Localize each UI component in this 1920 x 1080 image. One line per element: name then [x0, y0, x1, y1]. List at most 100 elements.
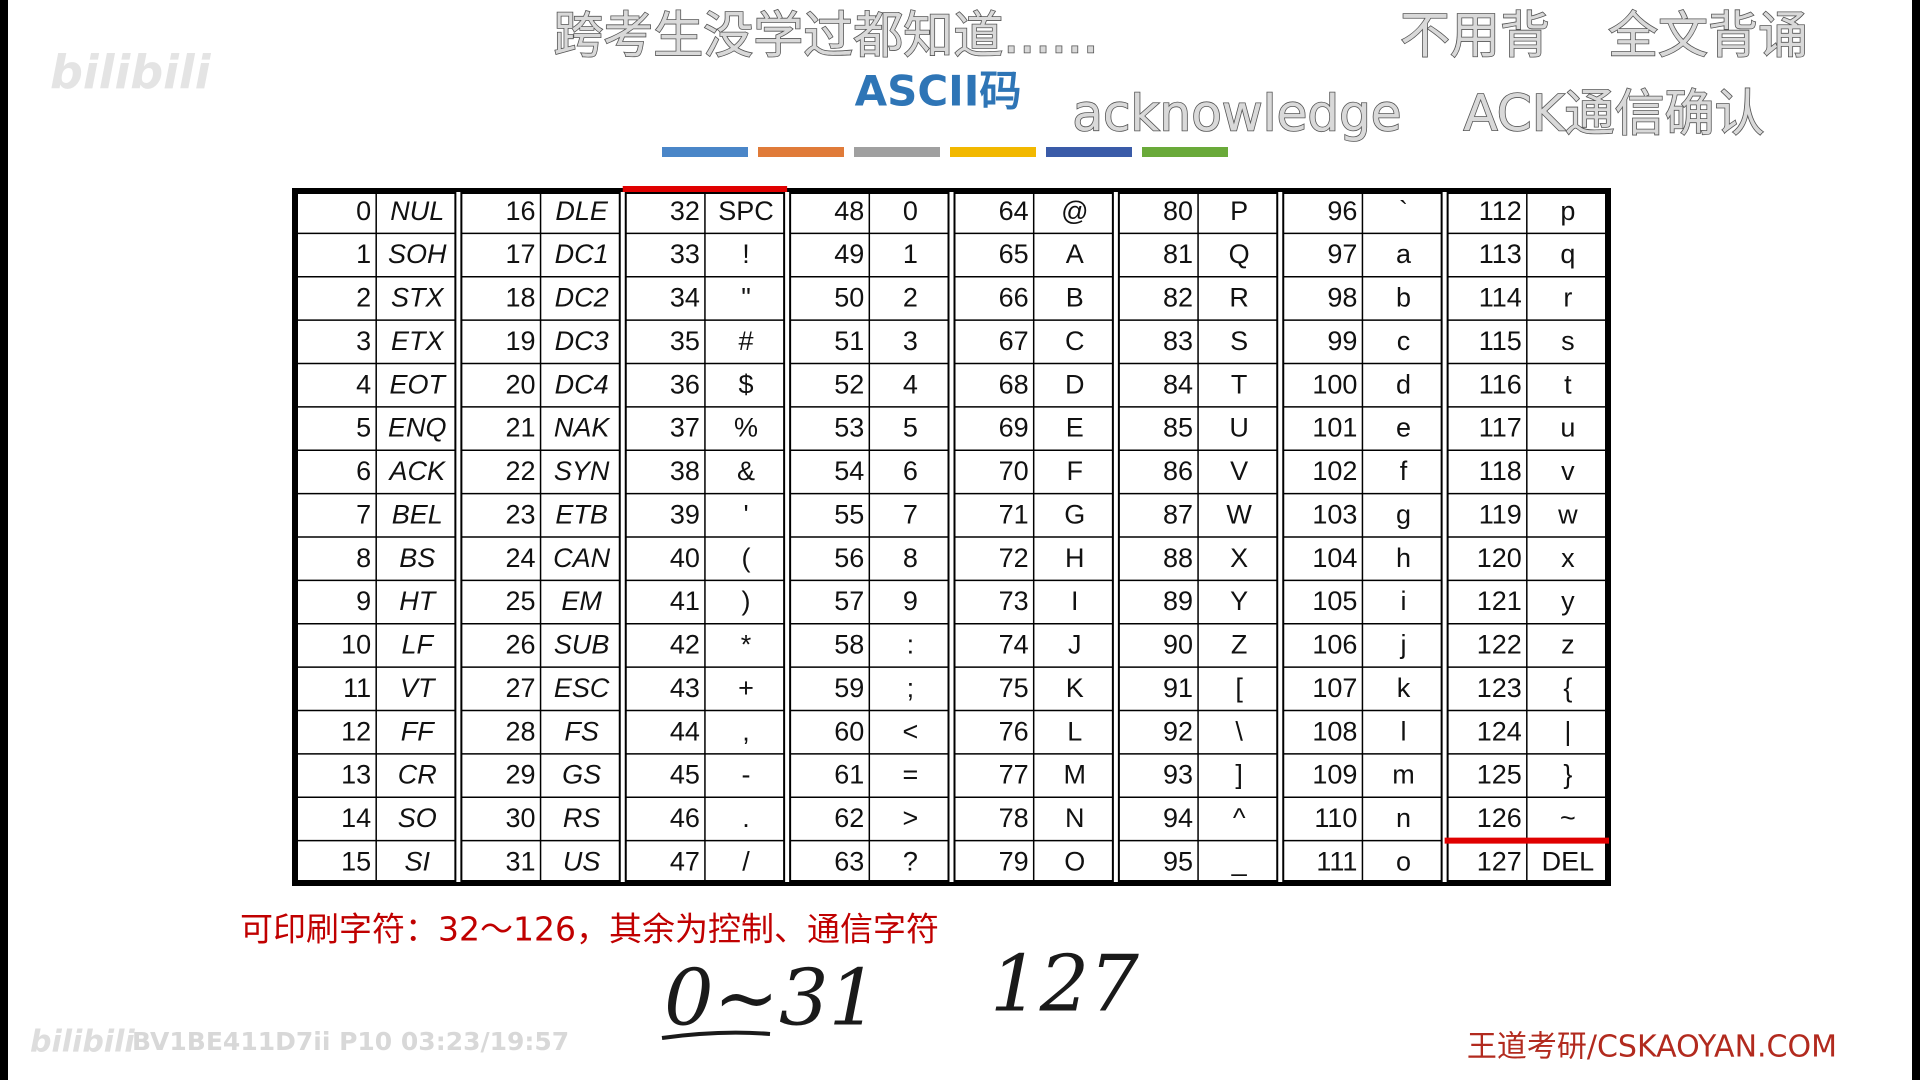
- code-cell: 37: [670, 413, 700, 443]
- code-cell: 73: [999, 586, 1029, 616]
- code-cell: 62: [834, 803, 864, 833]
- char-cell: #: [739, 326, 754, 356]
- code-cell: 2: [356, 283, 371, 313]
- table-border: [292, 188, 1611, 886]
- char-cell: :: [907, 630, 915, 660]
- char-cell: 1: [903, 239, 918, 269]
- char-cell: v: [1561, 456, 1575, 486]
- char-cell: z: [1561, 630, 1575, 660]
- char-cell: LF: [402, 630, 435, 660]
- code-cell: 65: [999, 239, 1029, 269]
- char-cell: ": [741, 283, 751, 313]
- code-cell: 101: [1312, 413, 1357, 443]
- code-cell: 79: [999, 846, 1029, 876]
- code-cell: 20: [506, 369, 536, 399]
- char-cell: @: [1061, 196, 1088, 226]
- char-cell: 0: [903, 196, 918, 226]
- subtitle-term: acknowledge: [1072, 85, 1401, 143]
- char-cell: C: [1065, 326, 1085, 356]
- char-cell: RS: [563, 803, 601, 833]
- code-cell: 8: [356, 543, 371, 573]
- code-cell: 50: [834, 283, 864, 313]
- code-cell: 93: [1163, 760, 1193, 790]
- code-cell: 84: [1163, 369, 1193, 399]
- char-cell: *: [741, 630, 752, 660]
- char-cell: <: [903, 716, 919, 746]
- code-cell: 111: [1316, 846, 1357, 876]
- char-cell: [: [1235, 673, 1243, 703]
- char-cell: 5: [903, 413, 918, 443]
- char-cell: g: [1396, 499, 1411, 529]
- char-cell: ;: [907, 673, 915, 703]
- char-cell: P: [1230, 196, 1248, 226]
- code-cell: 60: [834, 716, 864, 746]
- code-cell: 40: [670, 543, 700, 573]
- code-cell: 49: [834, 239, 864, 269]
- code-cell: 105: [1312, 586, 1357, 616]
- footer: 王道考研/CSKAOYAN.COM: [1467, 1030, 1837, 1065]
- char-cell: J: [1068, 630, 1082, 660]
- code-cell: 54: [834, 456, 864, 486]
- handwriting: 0~31: [664, 954, 878, 1044]
- char-cell: E: [1066, 413, 1084, 443]
- code-cell: 33: [670, 239, 700, 269]
- code-cell: 29: [506, 760, 536, 790]
- code-cell: 31: [506, 846, 536, 876]
- char-cell: ]: [1235, 760, 1243, 790]
- char-cell: }: [1563, 760, 1572, 790]
- code-cell: 0: [356, 196, 371, 226]
- code-cell: 91: [1163, 673, 1193, 703]
- char-cell: e: [1396, 413, 1411, 443]
- watermark-logo: bilibili: [50, 46, 212, 100]
- code-cell: 85: [1163, 413, 1193, 443]
- char-cell: i: [1401, 586, 1407, 616]
- code-cell: 5: [356, 413, 371, 443]
- code-cell: 126: [1477, 803, 1522, 833]
- code-cell: 41: [670, 586, 700, 616]
- char-cell: b: [1396, 283, 1411, 313]
- subtitle-hint: 不用背: [1400, 7, 1550, 65]
- char-cell: 7: [903, 499, 918, 529]
- handwriting: 127: [990, 940, 1139, 1030]
- char-cell: k: [1397, 673, 1411, 703]
- char-cell: W: [1226, 499, 1252, 529]
- char-cell: SYN: [554, 456, 610, 486]
- code-cell: 82: [1163, 283, 1193, 313]
- char-cell: ETX: [391, 326, 445, 356]
- code-cell: 124: [1477, 716, 1522, 746]
- char-cell: X: [1230, 543, 1248, 573]
- code-cell: 77: [999, 760, 1029, 790]
- char-cell: a: [1396, 239, 1412, 269]
- code-cell: 104: [1312, 543, 1357, 573]
- char-cell: f: [1400, 456, 1408, 486]
- bar-yellow: [950, 147, 1036, 157]
- code-cell: 23: [506, 499, 536, 529]
- char-cell: `: [1399, 196, 1408, 226]
- char-cell: STX: [391, 283, 445, 313]
- code-cell: 76: [999, 716, 1029, 746]
- char-cell: 9: [903, 586, 918, 616]
- char-cell: ): [742, 586, 751, 616]
- code-cell: 78: [999, 803, 1029, 833]
- code-cell: 88: [1163, 543, 1193, 573]
- char-cell: SUB: [554, 630, 610, 660]
- code-cell: 52: [834, 369, 864, 399]
- subtitle-hint: 全文背诵: [1608, 7, 1808, 65]
- code-cell: 44: [670, 716, 700, 746]
- char-cell: DC2: [555, 283, 609, 313]
- code-cell: 47: [670, 846, 700, 876]
- code-cell: 90: [1163, 630, 1193, 660]
- code-cell: 26: [506, 630, 536, 660]
- char-cell: !: [742, 239, 750, 269]
- slide-title: ASCII码: [855, 67, 1022, 116]
- char-cell: Q: [1229, 239, 1250, 269]
- char-cell: n: [1396, 803, 1411, 833]
- char-cell: =: [903, 760, 919, 790]
- char-cell: F: [1067, 456, 1084, 486]
- char-cell: ^: [1233, 803, 1246, 833]
- code-cell: 127: [1477, 846, 1522, 876]
- code-cell: 48: [834, 196, 864, 226]
- char-cell: SI: [405, 846, 431, 876]
- char-cell: SPC: [718, 196, 774, 226]
